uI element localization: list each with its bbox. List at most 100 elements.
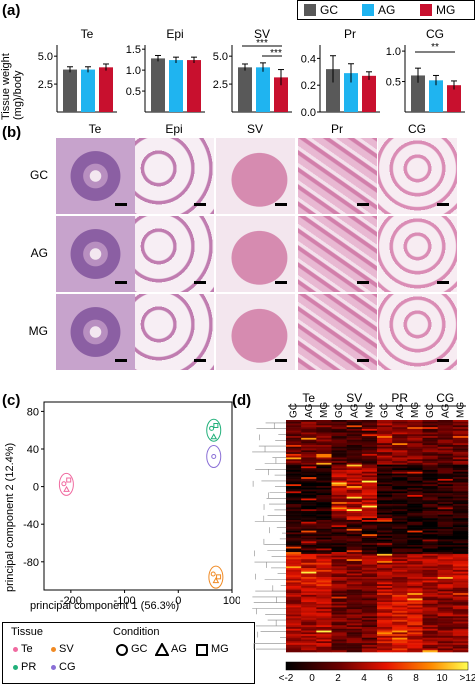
heatmap-cell [377,546,393,549]
panel-a-label: (a) [2,2,21,19]
heatmap-cell [437,450,454,453]
heatmap-cell [377,539,393,542]
scale-bar [194,281,206,284]
heatmap-cell [422,585,438,589]
heatmap-cell [286,602,302,605]
heatmap-cell [437,539,454,542]
heatmap-cell [316,453,332,456]
heatmap-cell [392,512,408,515]
y-tick-label: 0.2 [301,80,316,92]
heatmap-cell [407,543,423,546]
heatmap-col-label: GC [380,403,391,418]
scale-bar [437,281,449,284]
heatmap-cell [346,553,363,556]
heatmap-cell [452,466,469,469]
heatmap-cell [452,541,469,544]
heatmap-cell [407,503,423,506]
heatmap-cell [422,437,438,440]
heatmap-cell [422,530,438,533]
heatmap-cell [301,559,317,562]
bar-mg [187,60,201,112]
heatmap-cell [301,625,317,628]
heatmap-cell [392,448,408,451]
heatmap-cell [377,598,393,601]
heatmap-cell [437,480,454,483]
heatmap-cell [316,643,332,646]
heatmap-cell [361,484,378,487]
heatmap-cell [377,621,393,624]
heatmap-cell [361,457,378,460]
heatmap-cell [286,616,302,619]
heatmap-cell [452,518,469,521]
legend-swatch-gc [304,4,316,16]
heatmap-cell [377,616,393,619]
heatmap-cell [452,539,469,542]
heatmap-cell [437,446,454,449]
heatmap-cell [377,471,393,474]
heatmap-cell [301,550,317,553]
heatmap-cell [346,544,363,548]
heatmap-cell [377,477,393,480]
heatmap-cell [407,443,423,446]
heatmap-cell [301,569,317,572]
heatmap-cell [422,541,438,544]
heatmap-col-label: GC [334,403,345,418]
heatmap-cell [361,498,378,501]
heatmap-cell [331,541,347,544]
heatmap-cell [331,498,347,501]
heatmap-cell [377,537,393,540]
heatmap-cell [361,598,378,601]
heatmap-cell [437,475,454,478]
heatmap-cell [301,616,317,619]
bar-legend: GC AG MG [297,0,475,20]
heatmap-cell [392,461,408,464]
heatmap-cell [392,477,408,480]
heatmap-cell [361,559,378,562]
heatmap-cell [422,619,438,622]
heatmap-cell [407,585,423,589]
heatmap-cell [316,436,332,439]
heatmap-cell [361,437,378,440]
heatmap-cell [452,543,469,546]
heatmap-cell [346,455,363,458]
heatmap-cell [392,569,408,572]
heatmap-cell [422,471,438,474]
heatmap-cell [377,587,393,590]
heatmap-cell [422,610,438,614]
heatmap-cell [316,475,332,478]
heatmap-cell [452,644,469,647]
heatmap-cell [452,616,469,619]
heatmap-cell [361,439,378,442]
heatmap-cell [301,459,317,462]
heatmap-cell [286,425,302,428]
heatmap-cell [452,494,469,498]
pca-point [61,481,67,487]
heatmap-cell [316,420,332,423]
tissue-label-cg: CG [59,661,76,673]
heatmap-cell [346,619,363,622]
heatmap-cell [331,425,347,428]
heatmap-cell [392,541,408,544]
heatmap-cell [437,637,454,640]
heatmap-cell [437,437,454,440]
heatmap-cell [437,452,454,455]
heatmap-cell [316,473,332,476]
heatmap-cell [331,568,347,571]
heatmap-cell [361,514,378,517]
heatmap-cell [407,643,423,646]
heatmap-cell [452,575,469,578]
heatmap-cell [316,644,332,647]
heatmap-cell [437,602,454,605]
heatmap-cell [331,471,347,474]
heatmap-cell [392,589,408,592]
heatmap-cell [301,507,317,510]
heatmap-cell [331,494,347,498]
heatmap-cell [301,509,317,512]
heatmap-cell [316,607,332,610]
heatmap-cell [422,496,438,499]
heatmap-cell [346,484,363,487]
heatmap-cell [377,632,393,635]
heatmap-cell [286,461,302,464]
heatmap-cell [286,434,302,437]
heatmap-cell [437,477,454,480]
